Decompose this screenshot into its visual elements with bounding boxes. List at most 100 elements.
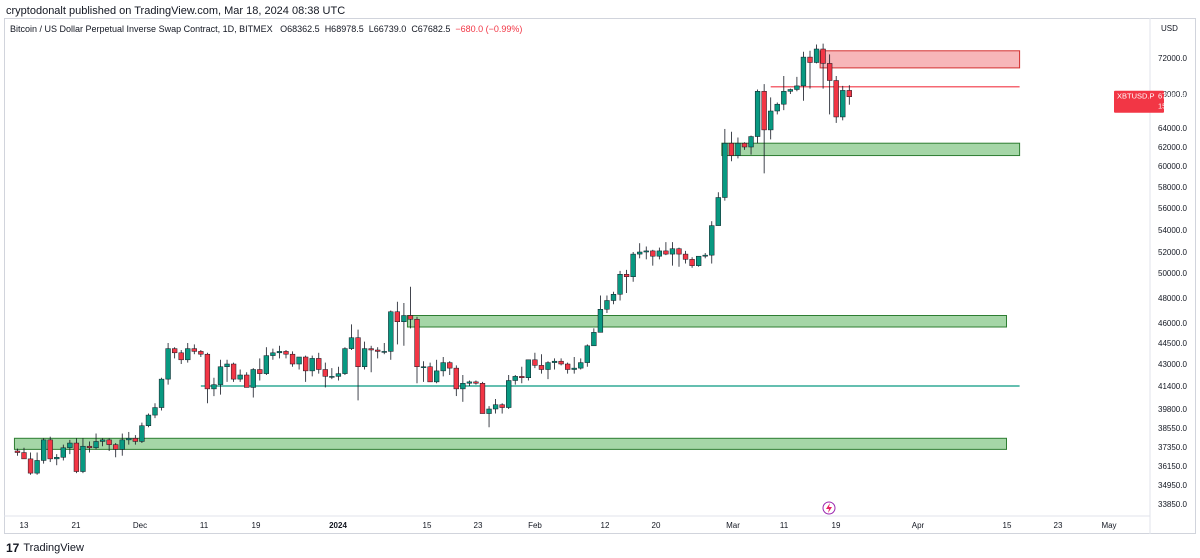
candle xyxy=(126,431,132,445)
candle-body xyxy=(669,248,676,255)
candle-body xyxy=(840,90,846,118)
candle xyxy=(316,352,322,374)
candle-body xyxy=(473,381,479,384)
candle-body xyxy=(217,366,224,385)
candle-body xyxy=(283,351,289,355)
candle-body xyxy=(27,458,34,474)
candle xyxy=(276,345,283,359)
ohlc-open: O68362.5 xyxy=(280,24,320,34)
candle-body xyxy=(617,274,623,295)
candle-body xyxy=(388,311,394,352)
candle-body xyxy=(322,369,328,377)
candle xyxy=(709,221,715,264)
candle xyxy=(663,242,669,256)
x-tick-label: 11 xyxy=(200,521,209,530)
candle-body xyxy=(447,362,453,369)
x-tick-label: 23 xyxy=(1054,521,1063,530)
candle xyxy=(368,345,374,373)
candle-body xyxy=(754,91,761,137)
candle xyxy=(741,142,748,150)
candle-body xyxy=(185,348,191,361)
candle-body xyxy=(361,348,368,368)
y-tick-label: 34950.0 xyxy=(1158,481,1187,490)
candle xyxy=(178,350,184,364)
candle-body xyxy=(309,358,315,372)
x-tick-label: 19 xyxy=(832,521,841,530)
x-tick-label: Dec xyxy=(133,521,147,530)
footer: 17 TradingView xyxy=(6,541,84,555)
ohlc-change: −680.0 (−0.99%) xyxy=(455,24,523,34)
candle-body xyxy=(368,348,374,351)
candle xyxy=(73,438,80,474)
candle xyxy=(303,355,309,382)
y-tick-label: 54000.0 xyxy=(1158,226,1187,235)
candle xyxy=(250,368,256,398)
candle-body xyxy=(735,142,741,156)
candle xyxy=(827,54,833,115)
candle-body xyxy=(401,315,407,322)
candle-body xyxy=(453,367,459,390)
candle-body xyxy=(565,363,571,370)
y-tick-label: 38550.0 xyxy=(1158,424,1187,433)
x-tick-label: Apr xyxy=(912,521,925,530)
event-lightning-icon xyxy=(822,501,836,515)
candle-body xyxy=(656,250,663,257)
candle xyxy=(630,252,636,282)
candle xyxy=(119,433,125,456)
y-tick-label: 36150.0 xyxy=(1158,462,1187,471)
candle-body xyxy=(67,442,73,449)
candle-body xyxy=(499,404,505,408)
candle xyxy=(329,368,335,380)
candle-body xyxy=(132,438,138,442)
candle xyxy=(440,357,446,377)
x-tick-label: 20 xyxy=(652,521,661,530)
candle-body xyxy=(630,253,636,278)
candle-body xyxy=(204,353,211,390)
candle xyxy=(244,372,250,388)
candle-body xyxy=(113,444,119,450)
candle xyxy=(434,359,440,384)
candle xyxy=(54,454,60,466)
candle xyxy=(172,347,178,359)
candle-body xyxy=(145,414,152,426)
candle xyxy=(591,328,597,347)
candle xyxy=(473,380,479,385)
candle-body xyxy=(250,369,256,388)
candle xyxy=(833,76,839,123)
candle-body xyxy=(623,274,630,277)
y-tick-label: 48000.0 xyxy=(1158,294,1187,303)
x-tick-label: May xyxy=(1101,521,1116,530)
candle-body xyxy=(787,89,794,92)
candle xyxy=(67,439,73,455)
candle-body xyxy=(80,445,86,472)
y-tick-label: 41400.0 xyxy=(1158,382,1187,391)
x-tick-label: 13 xyxy=(20,521,29,530)
candle xyxy=(283,350,289,359)
footer-brand: TradingView xyxy=(23,542,84,554)
candle-body xyxy=(434,370,440,383)
candle-body xyxy=(800,56,807,87)
candle-body xyxy=(407,315,414,320)
candle xyxy=(813,44,820,64)
candle-body xyxy=(820,48,826,64)
ohlc-low: L66739.0 xyxy=(368,24,407,34)
candle-body xyxy=(414,319,420,367)
candle xyxy=(14,448,21,456)
candle xyxy=(86,441,93,453)
candle xyxy=(145,413,152,428)
candle-body xyxy=(54,457,60,460)
candle xyxy=(840,85,846,121)
candle xyxy=(224,359,230,382)
candle-body xyxy=(650,250,656,257)
candle xyxy=(217,359,224,395)
candle-body xyxy=(781,91,787,105)
x-tick-label: 12 xyxy=(601,521,610,530)
candle xyxy=(682,250,689,264)
candle xyxy=(617,270,623,301)
candle-body xyxy=(139,425,145,442)
candle xyxy=(263,347,270,375)
candle-body xyxy=(257,369,263,374)
lightning-bolt-icon xyxy=(826,503,832,513)
candle-body xyxy=(263,355,270,374)
